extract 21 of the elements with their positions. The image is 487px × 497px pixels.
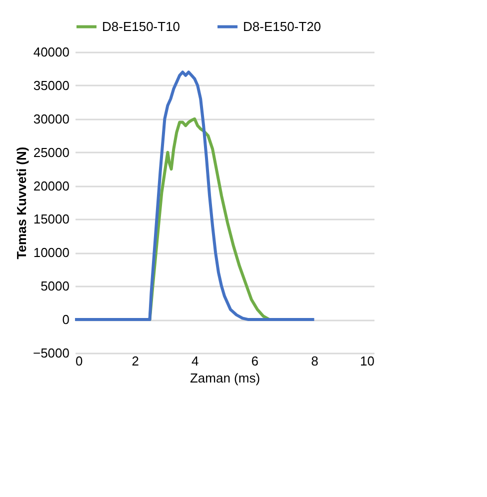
y-tick-label: 15000: [33, 212, 70, 227]
y-tick-label: 25000: [33, 144, 70, 160]
x-tick-label: 0: [76, 354, 83, 368]
y-tick-label: 5000: [40, 278, 70, 294]
x-tick-label: 4: [191, 354, 199, 368]
x-axis-title: Zaman (ms): [190, 370, 260, 386]
y-tick-label: 40000: [33, 44, 70, 60]
y-tick-label: 35000: [33, 78, 70, 93]
x-tick-label: 2: [132, 354, 139, 368]
y-tick-label: 30000: [33, 111, 70, 126]
y-tick-label: 10000: [33, 245, 70, 260]
line-series: [74, 70, 316, 322]
y-axis-title: Temas Kuvveti (N): [14, 146, 29, 260]
y-tick-label: 0: [62, 312, 70, 328]
legend-label: D8-E150-T10: [102, 18, 180, 34]
x-tick-label: 6: [251, 354, 259, 368]
y-tick-label: 20000: [33, 178, 70, 194]
x-tick-label: 8: [311, 354, 318, 368]
legend-label: D8-E150-T20: [243, 18, 322, 34]
y-tick-label: −5000: [32, 346, 70, 360]
x-tick-label: 10: [360, 354, 374, 368]
